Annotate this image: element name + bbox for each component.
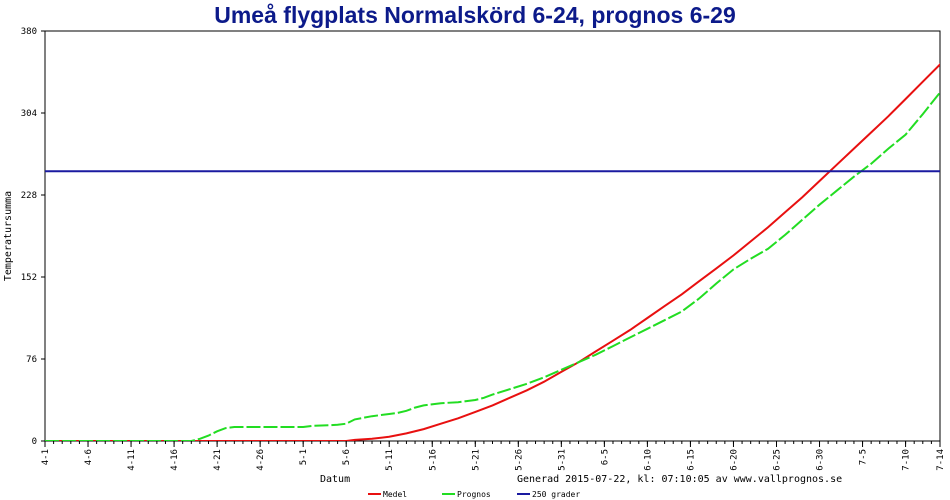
x-tick-label: 4-11: [127, 449, 137, 471]
x-tick-label: 5-21: [471, 449, 481, 471]
x-tick-label: 4-6: [84, 449, 94, 465]
y-tick-label: 152: [21, 273, 37, 283]
y-tick-label: 76: [26, 355, 37, 365]
legend-label: 250 grader: [532, 490, 580, 499]
chart-title: Umeå flygplats Normalskörd 6-24, prognos…: [214, 2, 736, 28]
x-tick-label: 5-16: [428, 449, 438, 471]
y-tick-label: 228: [21, 191, 37, 201]
y-axis-ticks: 0 76 152 228 304 380: [21, 27, 45, 447]
x-tick-label: 5-26: [514, 449, 524, 471]
legend-label: Prognos: [457, 490, 491, 499]
generated-footer: Generad 2015-07-22, kl: 07:10:05 av www.…: [517, 474, 842, 485]
x-tick-label: 6-25: [772, 449, 782, 471]
x-tick-label: 6-20: [729, 449, 739, 471]
y-tick-label: 304: [21, 109, 37, 119]
x-tick-label: 5-1: [299, 449, 309, 465]
x-tick-label: 5-31: [557, 449, 567, 471]
legend: Medel Prognos 250 grader: [368, 490, 580, 499]
x-tick-label: 6-5: [600, 449, 610, 465]
x-tick-label: 4-26: [256, 449, 266, 471]
x-tick-label: 5-11: [385, 449, 395, 471]
x-tick-label: 7-5: [859, 449, 869, 465]
x-tick-label: 7-10: [902, 449, 912, 471]
x-tick-label: 7-14: [936, 449, 946, 471]
y-tick-label: 380: [21, 27, 37, 37]
x-tick-label: 6-30: [816, 449, 826, 471]
axes: [44, 30, 941, 442]
x-axis-label: Datum: [320, 474, 350, 485]
x-tick-label: 4-1: [41, 449, 51, 465]
series-lines: [45, 62, 940, 441]
x-tick-label: 6-15: [686, 449, 696, 471]
x-tick-label: 4-16: [170, 449, 180, 471]
legend-label: Medel: [383, 490, 407, 499]
x-axis-ticks: 4-1 4-6 4-11 4-16 4-21 4-26 5-1 5-6 5-11 5-16 5-21…: [41, 441, 946, 471]
plot-frame: [44, 30, 941, 442]
y-axis-label: Temperatursumma: [3, 191, 14, 281]
series-line-medel: [45, 62, 940, 441]
y-tick-label: 0: [32, 437, 37, 447]
x-tick-label: 5-6: [342, 449, 352, 465]
x-tick-label: 4-21: [213, 449, 223, 471]
x-tick-label: 6-10: [643, 449, 653, 471]
series-line-prognos: [45, 91, 940, 441]
